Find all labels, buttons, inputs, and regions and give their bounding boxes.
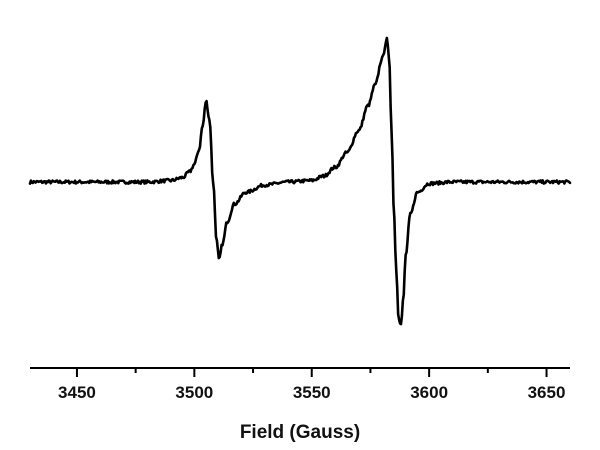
x-tick-label-3600: 3600: [410, 383, 448, 402]
x-tick-labels: 3450 3500 3550 3600 3650: [58, 383, 565, 402]
x-tick-label-3450: 3450: [58, 383, 96, 402]
x-tick-label-3500: 3500: [175, 383, 213, 402]
series-line: [28, 36, 572, 326]
x-axis: 3450 3500 3550 3600 3650: [30, 367, 570, 402]
x-axis-title: Field (Gauss): [240, 422, 360, 443]
plot-area: [28, 36, 572, 326]
x-tick-label-3550: 3550: [293, 383, 331, 402]
x-ticks: [75, 368, 548, 377]
x-tick-label-3650: 3650: [528, 383, 566, 402]
